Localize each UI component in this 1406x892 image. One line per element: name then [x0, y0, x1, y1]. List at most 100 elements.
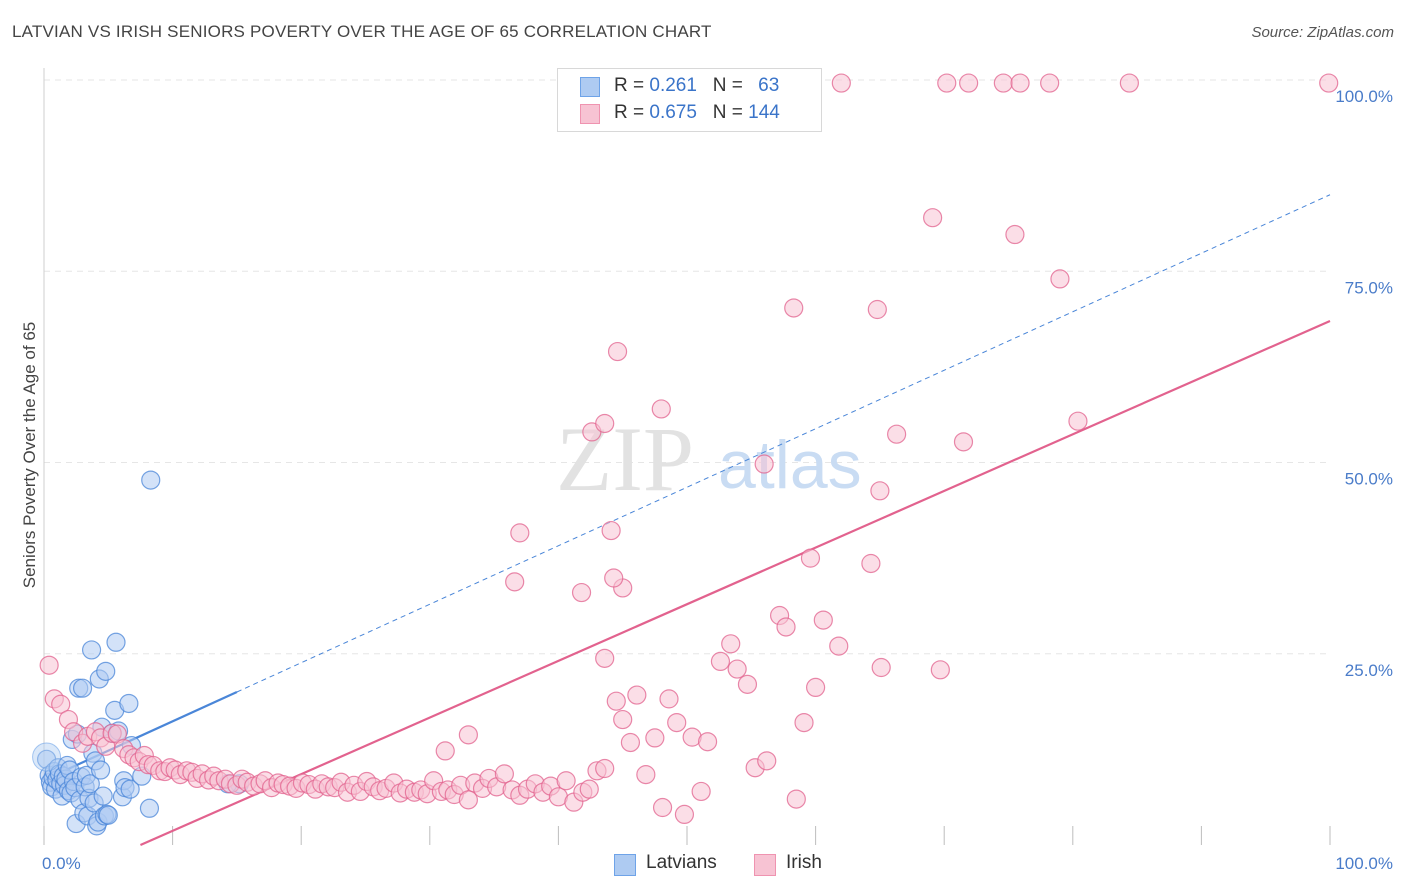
point-irish-101	[710, 651, 731, 672]
point-irish-110	[794, 712, 814, 733]
point-irish-87	[595, 758, 615, 779]
point-irish-108	[776, 617, 796, 637]
point-irish-90	[620, 732, 641, 753]
point-irish-125	[571, 582, 592, 603]
y-tick-label-0: 25.0%	[1345, 661, 1393, 680]
point-irish-131	[870, 481, 890, 501]
axes	[43, 68, 1331, 845]
point-irish-103	[727, 659, 747, 679]
point-latvians-55	[119, 693, 139, 714]
point-irish-133	[867, 299, 887, 320]
stats-legend: R = 0.261 N = 63 R = 0.675 N = 144	[557, 68, 822, 132]
point-irish-114	[829, 636, 849, 656]
point-irish-113	[813, 610, 833, 630]
point-irish-142	[1010, 73, 1030, 93]
legend-swatch-irish-bottom	[754, 854, 776, 876]
watermark-atlas: atlas	[718, 427, 862, 503]
point-irish-85	[579, 779, 599, 799]
point-irish-134	[923, 208, 943, 228]
point-irish-100	[697, 732, 718, 752]
point-irish-118	[930, 660, 950, 680]
y-tick-labels: 25.0% 50.0% 75.0% 100.0%	[1335, 87, 1393, 680]
chart-title: LATVIAN VS IRISH SENIORS POVERTY OVER TH…	[12, 22, 712, 41]
point-latvians-60	[141, 470, 161, 490]
point-irish-145	[1319, 73, 1339, 93]
point-latvians-cluster	[32, 742, 62, 772]
watermark: ZIP atlas	[556, 408, 862, 510]
point-irish-115	[861, 553, 881, 574]
point-irish-95	[659, 689, 679, 709]
point-irish-143	[1040, 73, 1060, 93]
point-irish-93	[645, 728, 665, 748]
point-irish-94	[652, 797, 673, 818]
point-irish-147	[510, 523, 530, 543]
point-irish-146	[505, 572, 525, 592]
point-irish-139	[937, 73, 957, 93]
point-irish-130	[754, 454, 774, 474]
trend-line-latvians-extension	[236, 194, 1331, 693]
point-irish-99	[691, 781, 711, 802]
point-irish-106	[757, 751, 777, 771]
y-tick-label-3: 100.0%	[1335, 87, 1393, 106]
y-tick-label-1: 50.0%	[1345, 470, 1393, 489]
point-irish-128	[607, 341, 628, 362]
x-tick-min: 0.0%	[42, 854, 81, 873]
point-irish-2	[51, 694, 71, 714]
source-label: Source: ZipAtlas.com	[1251, 24, 1394, 41]
y-tick-label-2: 75.0%	[1345, 278, 1393, 297]
watermark-zip: ZIP	[556, 408, 694, 510]
x-tick-max: 100.0%	[1335, 854, 1393, 873]
point-irish-138	[831, 73, 851, 93]
legend-swatch-irish	[580, 104, 600, 124]
point-irish-127	[595, 413, 615, 434]
point-irish-144	[1119, 73, 1139, 93]
point-irish-69	[458, 790, 478, 810]
legend-swatch-latvians	[580, 77, 600, 97]
point-irish-123	[601, 520, 621, 541]
point-irish-89	[613, 709, 633, 730]
point-irish-111	[800, 548, 821, 568]
point-irish-149	[458, 725, 478, 745]
point-irish-116	[871, 657, 891, 678]
point-irish-120	[1068, 411, 1088, 431]
point-latvians-41	[90, 760, 111, 780]
point-latvians-43	[93, 786, 113, 806]
point-irish-121	[595, 648, 615, 668]
point-latvians-45	[96, 661, 116, 681]
point-irish-104	[737, 674, 758, 694]
y-axis-label: Seniors Poverty Over the Age of 65	[20, 322, 39, 588]
point-irish-74	[494, 764, 514, 784]
point-irish-112	[805, 677, 826, 698]
point-irish-141	[993, 73, 1013, 93]
data-points	[32, 73, 1339, 836]
point-irish-132	[784, 298, 804, 318]
point-irish-119	[953, 432, 974, 452]
point-irish-0	[39, 655, 59, 675]
point-irish-97	[674, 804, 695, 825]
point-irish-109	[786, 789, 806, 809]
point-latvians-34	[81, 640, 102, 660]
point-irish-148	[435, 741, 455, 761]
trend-lines	[43, 194, 1331, 847]
point-irish-92	[636, 765, 656, 785]
legend-swatch-latvians-bottom	[614, 854, 636, 876]
point-irish-117	[887, 424, 907, 444]
trend-line-irish	[140, 319, 1331, 847]
point-irish-135	[1005, 224, 1025, 245]
point-latvians-59	[139, 798, 160, 818]
point-irish-82	[556, 771, 576, 791]
point-latvians-56	[120, 779, 140, 799]
point-latvians-47	[98, 805, 118, 825]
point-irish-129	[651, 399, 671, 419]
point-latvians-50	[106, 632, 126, 652]
point-irish-102	[721, 634, 741, 654]
point-irish-140	[959, 73, 979, 93]
point-irish-96	[667, 712, 687, 733]
point-irish-124	[604, 568, 624, 588]
point-irish-136	[1050, 269, 1070, 289]
point-irish-88	[606, 691, 626, 711]
point-irish-91	[627, 685, 647, 705]
point-latvians-27	[72, 678, 93, 698]
point-latvians-33	[80, 774, 100, 794]
